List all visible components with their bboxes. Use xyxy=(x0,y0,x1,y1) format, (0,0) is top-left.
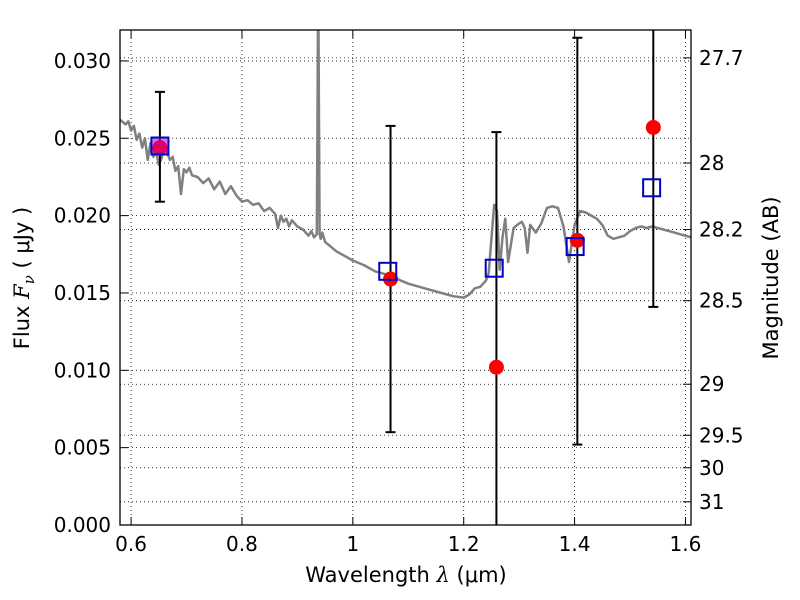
observed-flux-point xyxy=(645,119,661,135)
y-tick-label: 0.015 xyxy=(54,281,111,305)
grid xyxy=(120,30,691,526)
y-tick-label: 0.030 xyxy=(54,49,111,73)
model-flux-square xyxy=(642,178,662,198)
y2-tick-label: 29.5 xyxy=(699,423,744,447)
x-tick-label: 0.6 xyxy=(115,532,147,556)
model-spectrum-layer xyxy=(120,30,691,299)
y2-tick-label: 29 xyxy=(699,372,724,396)
plot-frame xyxy=(119,29,692,526)
y-tick-label: 0.020 xyxy=(54,204,111,228)
model-spectrum-line xyxy=(120,30,691,299)
y2-tick-label: 28.2 xyxy=(699,218,744,242)
y2-tick-label: 31 xyxy=(699,490,724,514)
x-tick-label: 1.4 xyxy=(559,532,591,556)
y2-tick-label: 28 xyxy=(699,151,724,175)
model-flux-square xyxy=(484,258,504,278)
observed-flux-point xyxy=(488,359,504,375)
x-tick-label: 1.6 xyxy=(670,532,702,556)
y2-tick-label: 28.5 xyxy=(699,289,744,313)
y-axis-label: Flux Fν ( μJy ) xyxy=(10,207,38,349)
x-tick-label: 1.2 xyxy=(448,532,480,556)
y-tick-label: 0.010 xyxy=(54,358,111,382)
y-tick-label: 0.005 xyxy=(54,436,111,460)
ticks: 0.6 0.8 1 1.2 1.4 1.6 0.000 0.005 0.010 0.015 0.02… xyxy=(54,30,744,556)
points-layer xyxy=(150,119,662,375)
x-tick-label: 0.8 xyxy=(226,532,258,556)
model-flux-square xyxy=(565,237,585,257)
overlap-highlight xyxy=(152,138,168,154)
y2-axis-label: Magnitude (AB) xyxy=(759,196,783,359)
observed-flux-point xyxy=(569,232,585,248)
model-flux-square xyxy=(378,261,398,281)
y-tick-label: 0.000 xyxy=(54,513,111,537)
y2-tick-label: 30 xyxy=(699,456,724,480)
model-flux-square xyxy=(150,136,170,156)
y-tick-label: 0.025 xyxy=(54,126,111,150)
x-tick-label: 1 xyxy=(346,532,359,556)
x-axis-label: Wavelength λ (μm) xyxy=(305,563,506,587)
y2-tick-label: 27.7 xyxy=(699,46,744,70)
